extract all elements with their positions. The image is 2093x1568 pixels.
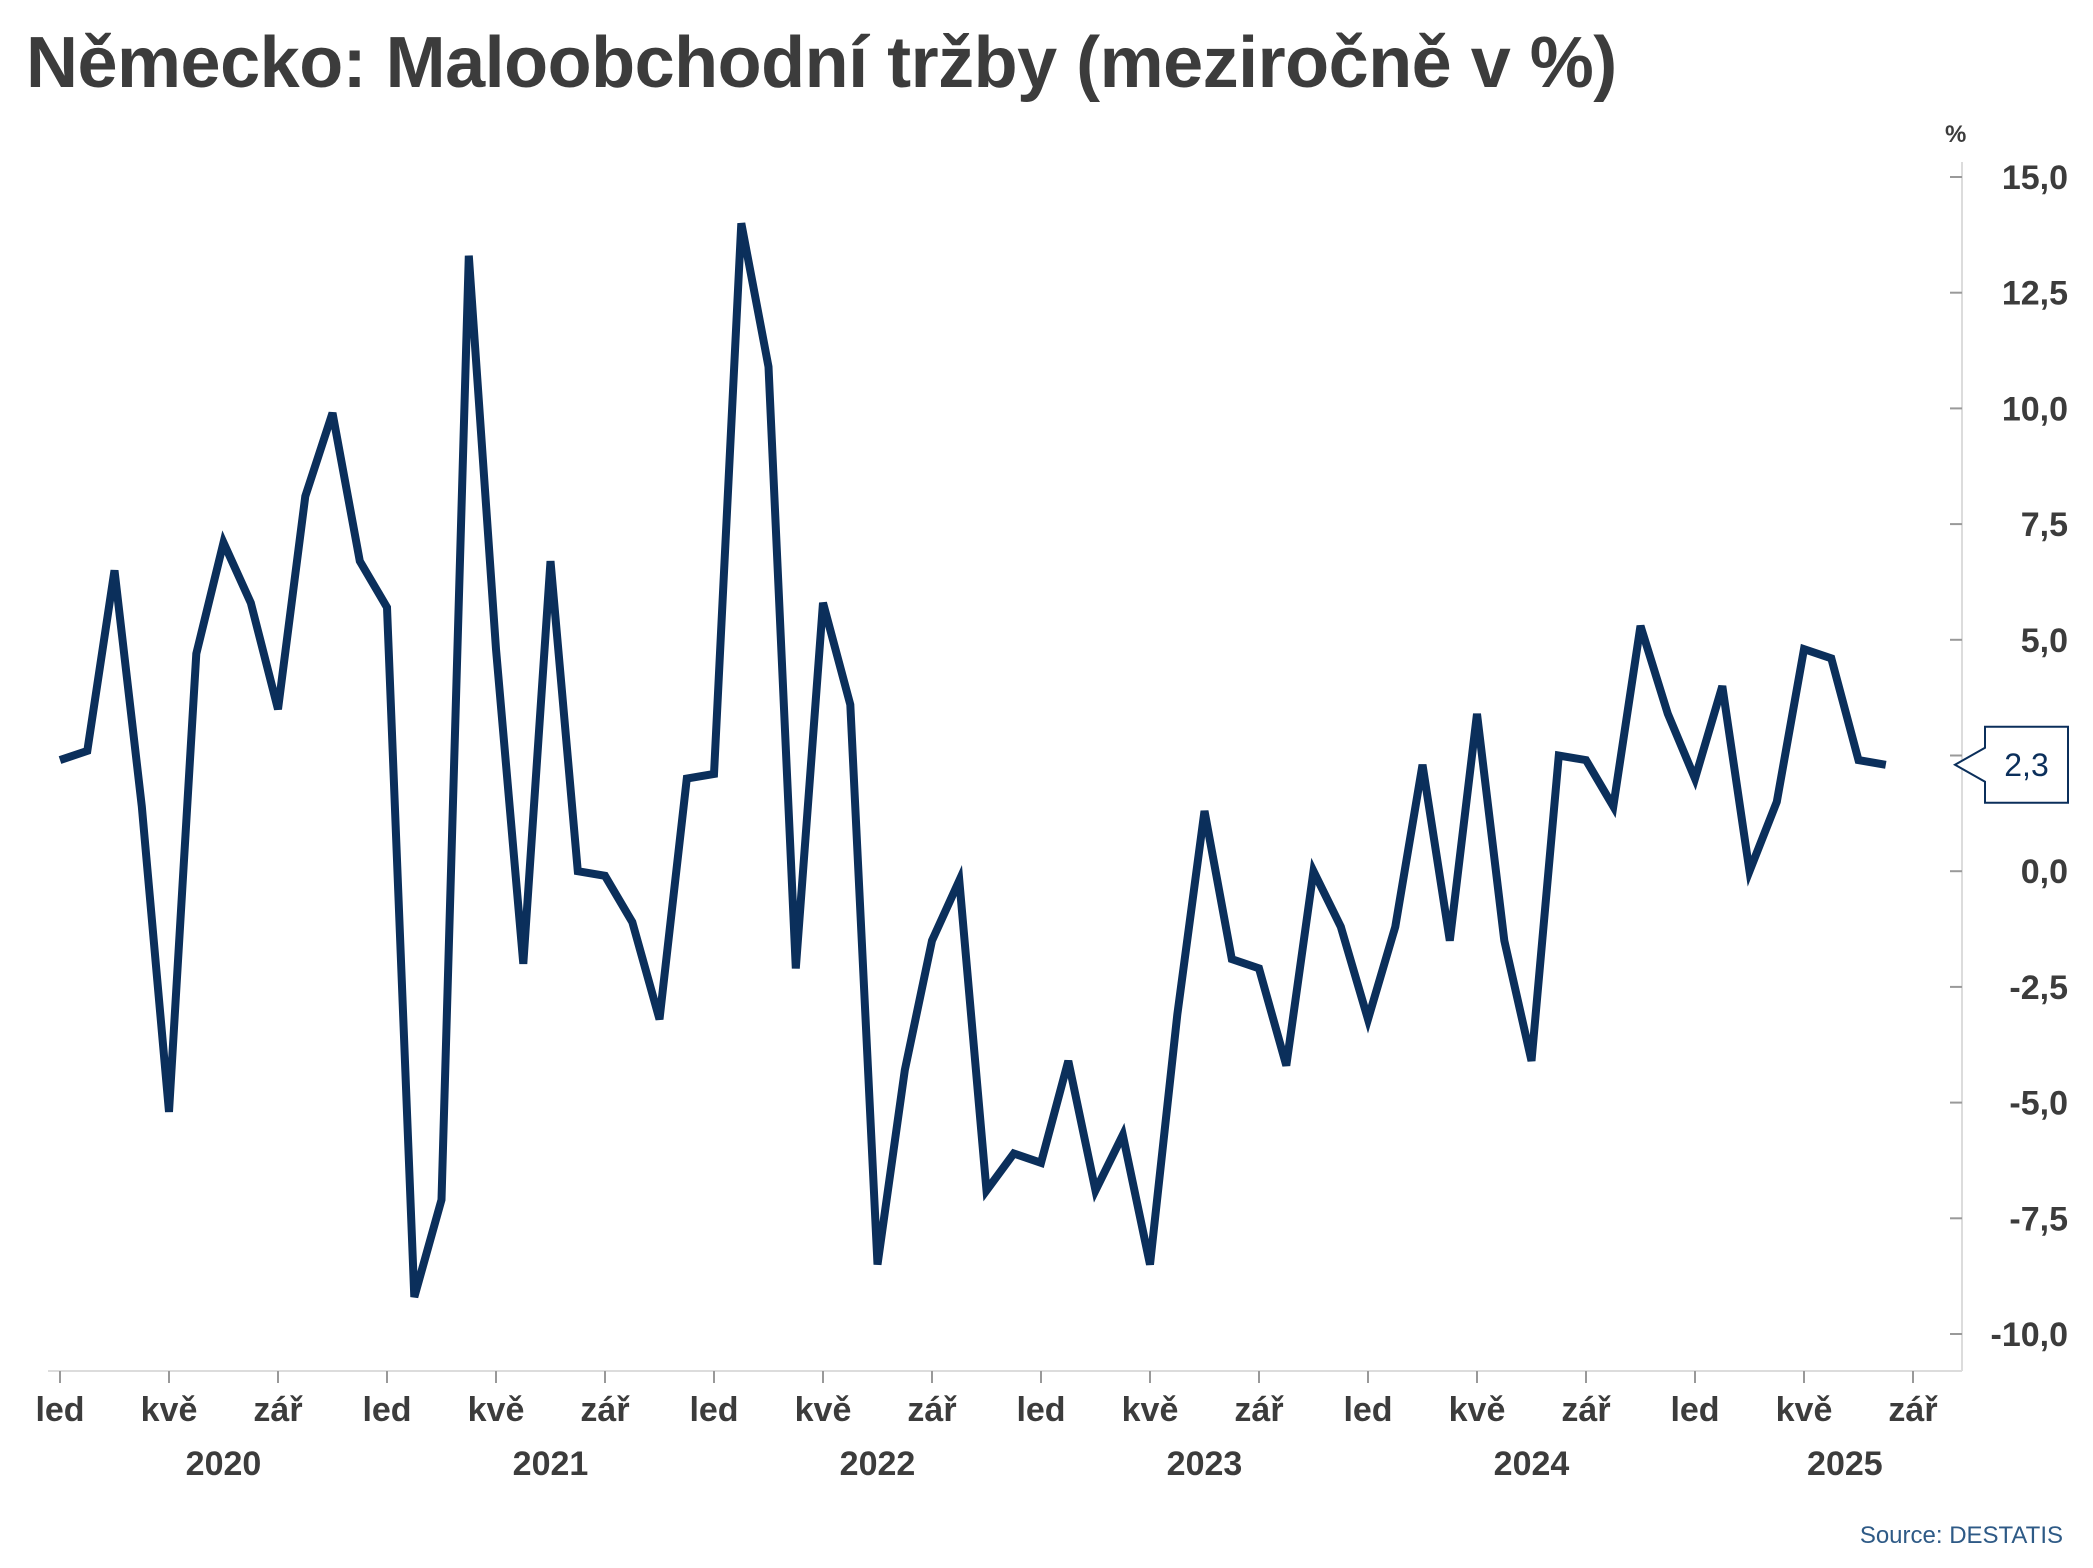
y-tick-label: -10,0	[1991, 1316, 2069, 1354]
y-tick-label: 7,5	[2021, 506, 2068, 544]
x-year-label: 2022	[840, 1445, 916, 1483]
x-year-label: 2025	[1807, 1445, 1883, 1483]
x-year-label: 2021	[513, 1445, 589, 1483]
y-tick-label: 5,0	[2021, 622, 2068, 660]
y-tick-label: 15,0	[2002, 159, 2068, 197]
x-month-label: zář	[907, 1391, 957, 1429]
axes	[48, 162, 1963, 1372]
x-month-label: zář	[1234, 1391, 1284, 1429]
x-month-label: led	[1016, 1391, 1065, 1429]
x-axis-ticks: led kvě zář led kvě zář led kvě zář led kvě zář led k…	[35, 1371, 1938, 1483]
x-month-label: zář	[580, 1391, 630, 1429]
x-month-label: led	[689, 1391, 738, 1429]
series-line	[58, 222, 1887, 1299]
y-tick-label: -5,0	[2009, 1085, 2068, 1123]
y-tick-label: -7,5	[2009, 1200, 2068, 1238]
x-month-label: zář	[1561, 1391, 1611, 1429]
x-month-label: kvě	[141, 1391, 198, 1429]
y-tick-label: 10,0	[2002, 390, 2068, 428]
x-month-label: kvě	[1776, 1391, 1833, 1429]
y-tick-label: -2,5	[2009, 969, 2068, 1007]
source-note: Source: DESTATIS	[1859, 1522, 2063, 1549]
x-month-label: led	[1343, 1391, 1392, 1429]
x-year-label: 2020	[186, 1445, 262, 1483]
x-month-label: led	[1670, 1391, 1719, 1429]
x-month-label: kvě	[1449, 1391, 1506, 1429]
y-axis-ticks: 15,0 12,5 10,0 7,5 5,0 0,0 -2,5 -5,0 -7,5 -10,0	[1950, 159, 2068, 1354]
x-month-label: kvě	[468, 1391, 525, 1429]
y-tick-label: 0,0	[2021, 853, 2068, 891]
x-month-label: led	[362, 1391, 411, 1429]
callout-value: 2,3	[2004, 747, 2048, 783]
x-month-label: kvě	[1122, 1391, 1179, 1429]
x-month-label: zář	[1888, 1391, 1938, 1429]
chart-title: Německo: Maloobchodní tržby (meziročně v…	[26, 23, 1617, 103]
last-value-callout: 2,3	[1952, 725, 2069, 804]
x-year-label: 2023	[1167, 1445, 1243, 1483]
x-year-label: 2024	[1494, 1445, 1570, 1483]
x-month-label: zář	[253, 1391, 303, 1429]
callout-box	[1952, 725, 2069, 804]
y-tick-label: 12,5	[2002, 275, 2068, 313]
x-month-label: kvě	[795, 1391, 852, 1429]
x-month-label: led	[35, 1391, 84, 1429]
y-axis-unit-label: %	[1945, 121, 1966, 148]
